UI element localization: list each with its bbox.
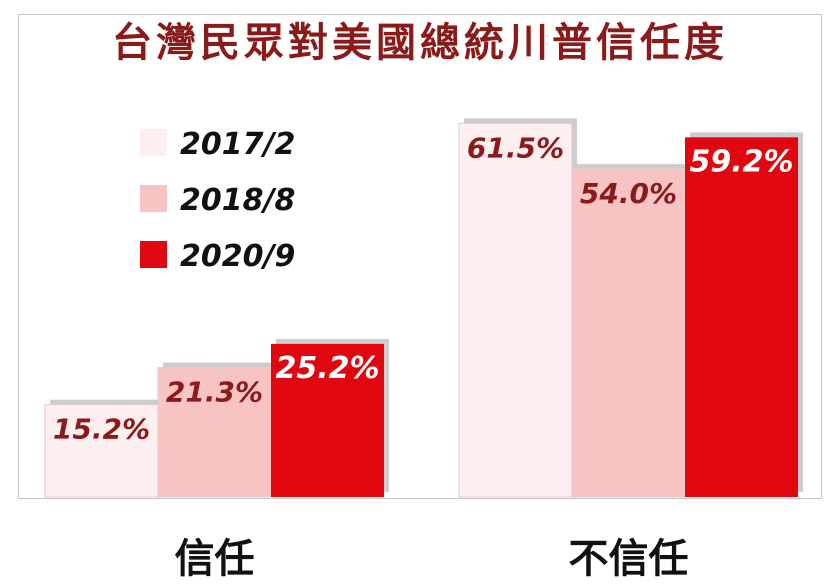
chart-title: 台灣民眾對美國總統川普信任度 — [112, 19, 728, 66]
legend-swatch — [140, 129, 167, 156]
data-label: 61.5% — [467, 131, 564, 164]
data-label: 15.2% — [53, 413, 150, 446]
data-label: 25.2% — [275, 351, 379, 386]
legend-swatch — [140, 241, 167, 268]
category-label: 不信任 — [569, 535, 689, 582]
data-label: 59.2% — [689, 144, 793, 179]
bar-信任-2020-9 — [271, 343, 384, 497]
bar-不信任-2020-9 — [685, 137, 798, 497]
legend-label: 2018/8 — [180, 183, 295, 218]
bar-信任-2018-8 — [157, 367, 272, 498]
legend-swatch — [140, 185, 167, 212]
legend-label: 2017/2 — [180, 127, 295, 162]
category-label: 信任 — [175, 535, 255, 582]
bar-不信任-2018-8 — [571, 168, 686, 498]
data-label: 21.3% — [166, 376, 263, 409]
data-label: 54.0% — [580, 177, 677, 210]
legend-label: 2020/9 — [180, 239, 295, 274]
bar-不信任-2017-2 — [458, 122, 573, 498]
